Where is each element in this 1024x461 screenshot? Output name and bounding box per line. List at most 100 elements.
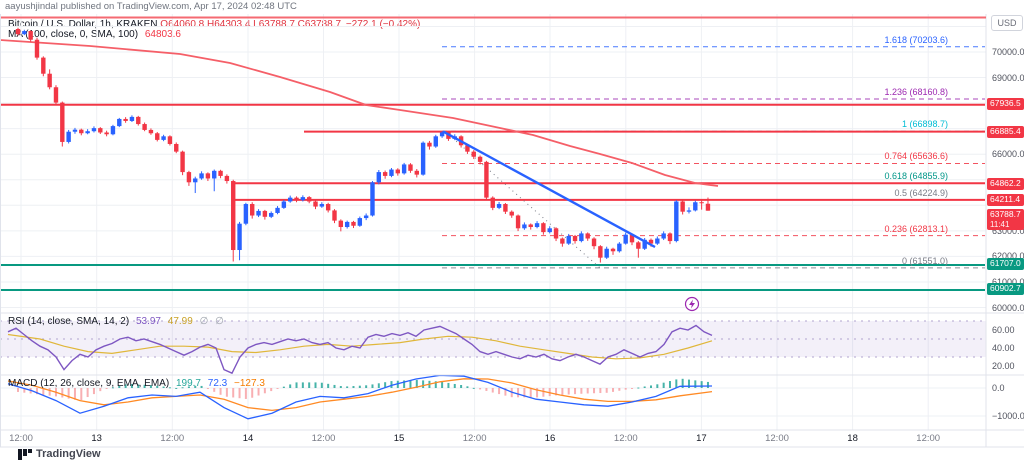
candle-body [515, 215, 521, 229]
macd-histogram-bar [308, 382, 311, 388]
symbol-title: Bitcoin / U.S. Dollar, 1h, KRAKEN [8, 19, 158, 30]
candle-body [465, 145, 470, 152]
macd-histogram-bar [491, 388, 494, 393]
candle-body [376, 172, 382, 183]
macd-histogram-bar [662, 382, 665, 388]
candle-body [642, 239, 647, 249]
candle-body [585, 233, 590, 239]
time-axis-label: 12:00 [765, 433, 789, 444]
candle-body [674, 201, 679, 242]
candle-body [224, 175, 230, 182]
candle-body [174, 143, 179, 152]
price-badge: 64862.2 [987, 178, 1024, 190]
macd-histogram-bar [42, 388, 45, 395]
candle-body [281, 201, 287, 208]
macd-histogram-bar [73, 388, 76, 400]
macd-histogram-bar [48, 388, 51, 396]
macd-histogram-bar [706, 381, 709, 388]
macd-histogram-bar [542, 388, 545, 397]
macd-histogram-bar [333, 384, 336, 388]
ohlc-open: O64060.8 [160, 19, 205, 30]
candle-body [332, 210, 337, 221]
macd-histogram-bar [194, 385, 197, 388]
price-axis-label: 63000.0 [992, 225, 1024, 236]
macd-histogram-bar [80, 388, 83, 400]
rsi-ma-value: 47.99 [167, 315, 193, 327]
candle-body [661, 233, 666, 239]
macd-histogram-bar [415, 379, 418, 388]
macd-histogram-bar [295, 382, 298, 388]
candle-body [591, 238, 597, 247]
macd-histogram-bar [624, 388, 627, 390]
rsi-empty-2: ∅ [215, 315, 224, 327]
candle-body [610, 248, 616, 252]
candle-body [287, 197, 293, 202]
time-axis-label: 12:00 [311, 433, 336, 444]
time-axis-label: 16 [544, 433, 556, 444]
candle-body [351, 221, 356, 226]
currency-toggle[interactable]: USD [991, 15, 1023, 31]
sma-100-line [0, 39, 719, 187]
ma-legend-name: MA (100, close, 0, SMA, 100) [8, 28, 139, 40]
candle-body [648, 239, 654, 244]
macd-signal-line [7, 378, 713, 412]
rsi-legend[interactable]: RSI (14, close, SMA, 14, 2) 53.97 47.99 … [8, 316, 224, 327]
macd-axis-label: −1000.0 [992, 411, 1024, 421]
candle-body [53, 87, 59, 103]
candle-body [110, 126, 116, 135]
time-axis-label: 12:00 [160, 433, 185, 444]
macd-histogram-bar [137, 384, 140, 388]
fib-level-label: 0.764 (65636.6) [884, 151, 948, 162]
macd-histogram-bar [232, 388, 235, 398]
macd-histogram-bar [213, 388, 216, 392]
macd-value: 72.3 [207, 377, 228, 389]
candle-body [91, 128, 97, 132]
macd-histogram-bar [555, 388, 558, 396]
macd-histogram-bar [447, 382, 450, 388]
macd-histogram-bar [441, 381, 444, 388]
macd-histogram-bar [466, 386, 469, 388]
rsi-line [7, 324, 713, 375]
symbol-legend[interactable]: Bitcoin / U.S. Dollar, 1h, KRAKEN O64060… [8, 19, 420, 30]
macd-histogram-bar [567, 388, 570, 395]
price-axis-label: 69000.0 [992, 72, 1024, 83]
macd-histogram-bar [251, 388, 254, 398]
macd-histogram-bar [700, 381, 703, 388]
ma-legend[interactable]: MA (100, close, 0, SMA, 100) 64803.6 [8, 29, 181, 40]
fib-level-label: 1.236 (68160.8) [884, 86, 948, 97]
macd-legend[interactable]: MACD (12, 26, close, 9, EMA, EMA) 199.7 … [8, 378, 265, 389]
macd-histogram-bar [276, 388, 279, 389]
candle-body [148, 129, 154, 134]
candle-body [193, 178, 198, 183]
candle-body [528, 224, 533, 228]
macd-histogram-bar [453, 383, 456, 388]
macd-histogram-bar [118, 385, 121, 388]
candle-body [212, 170, 217, 179]
rsi-axis-label: 20.00 [992, 361, 1015, 371]
candle-body [427, 142, 432, 147]
macd-histogram-bar [365, 385, 368, 388]
rsi-legend-name: RSI (14, close, SMA, 14, 2) [8, 315, 130, 327]
candle-body [598, 246, 603, 258]
candle-body [161, 136, 166, 140]
candle-body [256, 210, 261, 216]
macd-signal-value: −127.3 [234, 377, 265, 389]
candle-body [85, 131, 90, 134]
candle-body [420, 142, 426, 175]
flash-icon-bolt [689, 299, 695, 309]
macd-histogram-bar [422, 380, 425, 388]
candle-body [155, 133, 160, 140]
price-axis-label: 61000.0 [992, 276, 1024, 287]
candle-body [629, 234, 635, 243]
tradingview-logo[interactable]: TradingView [18, 447, 101, 461]
macd-histogram-bar [580, 388, 583, 394]
macd-histogram-bar [124, 384, 127, 388]
macd-histogram-bar [181, 387, 184, 389]
macd-histogram-bar [631, 388, 634, 389]
macd-histogram-bar [175, 387, 178, 389]
publish-info: aayushjindal published on TradingView.co… [5, 1, 297, 12]
candle-body [433, 136, 438, 147]
macd-histogram-bar [574, 388, 577, 395]
macd-histogram-bar [257, 388, 260, 396]
